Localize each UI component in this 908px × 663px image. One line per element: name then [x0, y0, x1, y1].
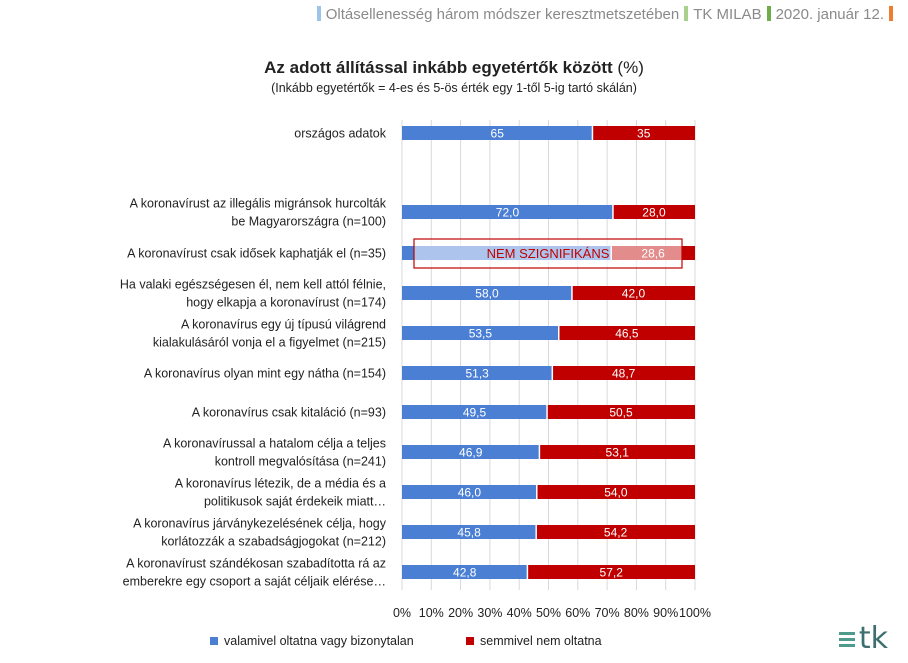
- x-tick-label: 90%: [653, 606, 678, 620]
- bar-segment-series-2: [539, 445, 695, 459]
- header-org: TK MILAB: [693, 6, 762, 23]
- bar-segment-series-1: [402, 126, 593, 140]
- category-label: A koronavírus járványkezelésének célja, …: [133, 517, 387, 531]
- x-tick-label: 0%: [393, 606, 411, 620]
- data-label-series-2: 54,2: [604, 526, 628, 540]
- not-significant-box: [413, 238, 683, 269]
- category-label: politikusok saját érdekeik miatt…: [204, 495, 386, 509]
- bar-segment-series-1: [402, 525, 537, 539]
- header-date: 2020. január 12.: [775, 6, 884, 23]
- bar-segment-series-1: [402, 405, 548, 419]
- data-label-series-1: 58,0: [475, 287, 499, 301]
- data-label-series-2: 35: [637, 127, 651, 141]
- category-label: A koronavírus csak kitaláció (n=93): [192, 406, 386, 420]
- data-label-series-2: 46,5: [615, 327, 639, 341]
- chart-title: Az adott állítással inkább egyetértők kö…: [0, 58, 908, 78]
- data-label-series-2: 42,0: [622, 287, 646, 301]
- tk-logo: tk: [838, 621, 888, 656]
- chart-title-text: Az adott állítással inkább egyetértők kö…: [264, 58, 613, 77]
- data-label-series-1: 46,0: [458, 486, 482, 500]
- x-tick-label: 100%: [679, 606, 711, 620]
- bar-segment-series-2: [536, 525, 695, 539]
- category-label: A koronavírust csak idősek kaphatják el …: [127, 247, 386, 261]
- x-tick-label: 30%: [477, 606, 502, 620]
- data-label-series-2: 28,0: [642, 206, 666, 220]
- data-label-series-2: 53,1: [606, 446, 630, 460]
- data-label-series-2: 54,0: [604, 486, 628, 500]
- x-tick-label: 80%: [624, 606, 649, 620]
- legend-label-series-1: valamivel oltatna vagy bizonytalan: [224, 634, 414, 648]
- report-header: Oltásellenesség három módszer keresztmet…: [312, 6, 898, 23]
- category-label: kialakulásáról vonja el a figyelmet (n=2…: [153, 336, 386, 350]
- bar-segment-series-1: [402, 205, 613, 219]
- data-label-series-1: 46,9: [459, 446, 483, 460]
- tk-logo-lines: [838, 631, 855, 647]
- legend-label-series-2: semmivel nem oltatna: [480, 634, 602, 648]
- bar-segment-series-2: [571, 286, 695, 300]
- category-label: A koronavírus egy új típusú világrend: [181, 318, 386, 332]
- x-tick-label: 60%: [565, 606, 590, 620]
- header-bar-1: [316, 6, 321, 21]
- data-label-series-2: 57,2: [600, 566, 624, 580]
- data-label-series-2: 48,7: [612, 367, 636, 381]
- legend-item-series-2: semmivel nem oltatna: [466, 634, 602, 648]
- category-label: be Magyarországra (n=100): [231, 215, 386, 229]
- bar-segment-series-2: [592, 126, 695, 140]
- data-label-series-1: 65: [491, 127, 505, 141]
- data-label-series-1: 42,8: [453, 566, 477, 580]
- bar-segment-series-2: [536, 485, 695, 499]
- header-title: Oltásellenesség három módszer keresztmet…: [325, 6, 680, 23]
- category-label: A koronavírus olyan mint egy nátha (n=15…: [144, 367, 386, 381]
- x-tick-label: 10%: [419, 606, 444, 620]
- legend-swatch-series-2: [466, 637, 474, 645]
- category-label: A koronavírus létezik, de a média és a: [175, 477, 386, 491]
- bar-segment-series-2: [527, 565, 695, 579]
- bar-segment-series-1: [402, 565, 528, 579]
- header-bar-3: [766, 6, 771, 21]
- bar-segment-series-1: [402, 445, 540, 459]
- x-tick-label: 70%: [595, 606, 620, 620]
- bar-segment-series-1: [402, 286, 572, 300]
- bar-segment-series-2: [547, 405, 695, 419]
- legend-item-series-1: valamivel oltatna vagy bizonytalan: [210, 634, 414, 648]
- bar-segment-series-1: [402, 366, 553, 380]
- category-label: A koronavírussal a hatalom célja a telje…: [163, 437, 386, 451]
- x-tick-label: 40%: [507, 606, 532, 620]
- data-label-series-1: 49,5: [463, 406, 487, 420]
- header-bar-4: [889, 6, 893, 21]
- category-label: kontroll megvalósítása (n=241): [215, 455, 386, 469]
- x-tick-label: 50%: [536, 606, 561, 620]
- header-bar-2: [684, 6, 689, 21]
- legend-swatch-series-1: [210, 637, 218, 645]
- category-label: korlátozzák a szabadságjogokat (n=212): [161, 535, 386, 549]
- category-label: emberekre egy csoport a saját céljaik el…: [123, 575, 386, 589]
- category-label: A koronavírust az illegális migránsok hu…: [130, 197, 387, 211]
- bar-segment-series-2: [552, 366, 695, 380]
- bar-segment-series-2: [612, 205, 695, 219]
- category-label: Ha valaki egészségesen él, nem kell attó…: [120, 278, 386, 292]
- not-significant-label: NEM SZIGNIFIKÁNS: [487, 246, 610, 261]
- data-label-series-1: 45,8: [457, 526, 481, 540]
- bar-segment-series-1: [402, 326, 559, 340]
- bar-segment-series-2: [558, 326, 695, 340]
- data-label-series-1: 72,0: [496, 206, 520, 220]
- category-label: A koronavírust szándékosan szabadította …: [126, 557, 386, 571]
- data-label-series-1: 51,3: [465, 367, 489, 381]
- tk-logo-text: tk: [858, 621, 888, 656]
- category-label: hogy elkapja a koronavírust (n=174): [186, 296, 386, 310]
- chart-title-unit: (%): [617, 58, 644, 77]
- bar-segment-series-1: [402, 485, 537, 499]
- chart-subtitle: (Inkább egyetértők = 4-es és 5-ös érték …: [271, 81, 637, 95]
- data-label-series-1: 53,5: [469, 327, 493, 341]
- x-tick-label: 20%: [448, 606, 473, 620]
- data-label-series-2: 50,5: [609, 406, 633, 420]
- category-label: országos adatok: [294, 127, 386, 141]
